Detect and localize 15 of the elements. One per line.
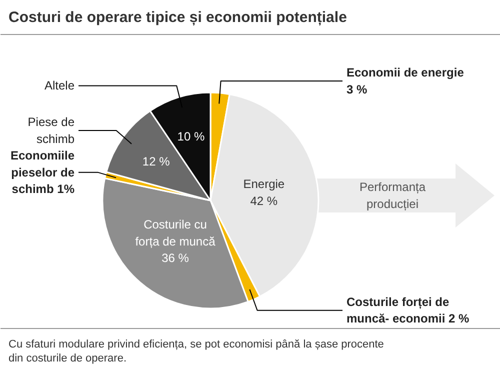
slice-label: Piese de schimb — [28, 115, 75, 146]
slice-label: Costurile cu forța de muncă — [135, 218, 216, 248]
data-label: 42 % — [250, 194, 278, 208]
text: Cu sfaturi modulare privind eficiența, se pot economisi până la șase procente din costurile de operare. — [8, 338, 384, 365]
slice-label: Economiile pieselor de schimb 1% — [10, 148, 75, 196]
text: Performanța producției — [359, 180, 426, 211]
slice-label: Economii de energie — [346, 66, 464, 80]
slice-label: Energie — [243, 177, 285, 192]
data-label: 36 % — [162, 251, 190, 266]
data-label: 3 % — [346, 82, 368, 96]
data-label: 12 % — [142, 154, 170, 168]
data-label: 10 % — [177, 129, 205, 144]
chart-title: Costuri de operare tipice și economii potențiale — [8, 9, 347, 26]
slice-label: Altele — [44, 78, 75, 93]
slice-label: Costurile forței de muncă- economii 2 % — [346, 294, 470, 326]
